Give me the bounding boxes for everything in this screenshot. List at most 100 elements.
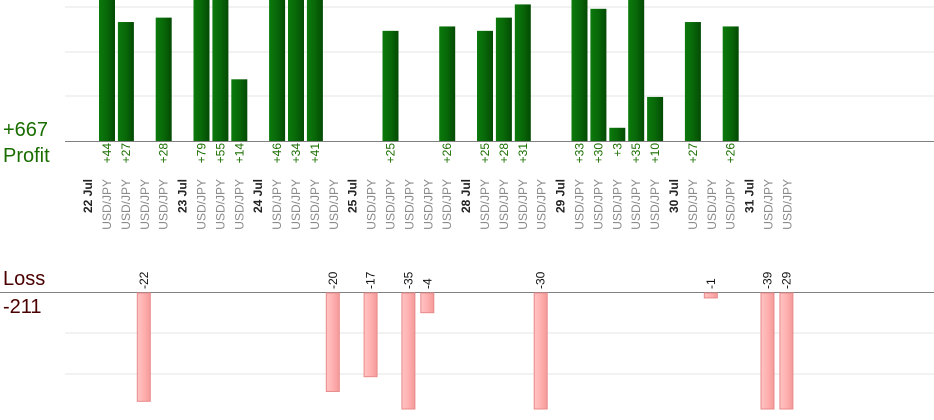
profit-value-label: +34 — [289, 143, 303, 164]
symbol-label: USD/JPY — [497, 179, 511, 230]
loss-bar[interactable] — [401, 292, 416, 410]
loss-bar[interactable] — [136, 292, 151, 402]
loss-bar[interactable] — [325, 292, 340, 392]
profit-bar[interactable] — [439, 26, 456, 141]
loss-total: -211 — [3, 296, 42, 318]
profit-bar[interactable] — [212, 0, 229, 141]
profit-bar[interactable] — [155, 17, 172, 141]
loss-value-label: -20 — [326, 271, 340, 289]
loss-value-label: -4 — [420, 278, 434, 289]
profit-bar[interactable] — [590, 8, 607, 141]
symbol-label: USD/JPY — [119, 179, 133, 230]
profit-value-label: +79 — [195, 143, 209, 164]
symbol-label: USD/JPY — [686, 179, 700, 230]
profit-value-label: +27 — [119, 143, 133, 164]
profit-bar[interactable] — [628, 0, 645, 141]
symbol-label: USD/JPY — [610, 179, 624, 230]
profit-value-label: +3 — [610, 143, 624, 157]
profit-value-label: +25 — [384, 143, 398, 164]
symbol-label: USD/JPY — [648, 179, 662, 230]
profit-value-label: +14 — [232, 143, 246, 164]
profit-bar[interactable] — [117, 22, 134, 141]
symbol-label: USD/JPY — [516, 179, 530, 230]
symbol-label: USD/JPY — [440, 179, 454, 230]
day-label: 25 Jul — [346, 179, 360, 213]
symbol-label: USD/JPY — [402, 179, 416, 230]
profit-value-label: +25 — [478, 143, 492, 164]
profit-bar[interactable] — [722, 26, 739, 141]
profit-bar[interactable] — [193, 0, 210, 141]
profit-bar[interactable] — [609, 127, 626, 141]
day-label: 23 Jul — [176, 179, 190, 213]
symbol-label: USD/JPY — [100, 179, 114, 230]
profit-bar[interactable] — [269, 0, 286, 141]
profit-label: Profit — [3, 145, 50, 167]
symbol-label: USD/JPY — [591, 179, 605, 230]
symbol-label: USD/JPY — [384, 179, 398, 230]
symbol-label: USD/JPY — [724, 179, 738, 230]
profit-value-label: +30 — [591, 143, 605, 164]
symbol-label: USD/JPY — [270, 179, 284, 230]
profit-value-label: +55 — [213, 143, 227, 164]
loss-value-label: -22 — [137, 271, 151, 289]
symbol-label: USD/JPY — [478, 179, 492, 230]
bars-layer — [99, 0, 794, 410]
loss-bar[interactable] — [703, 292, 718, 299]
profit-bar[interactable] — [231, 79, 248, 141]
symbol-label: USD/JPY — [327, 179, 341, 230]
day-label: 29 Jul — [554, 179, 568, 213]
loss-bar[interactable] — [363, 292, 378, 378]
loss-bar[interactable] — [420, 292, 435, 314]
symbol-label: USD/JPY — [365, 179, 379, 230]
day-label: 22 Jul — [81, 179, 95, 213]
symbol-label: USD/JPY — [195, 179, 209, 230]
profit-bar[interactable] — [382, 30, 399, 141]
loss-value-label: -29 — [779, 271, 793, 289]
profit-value-label: +31 — [516, 143, 530, 164]
profit-value-label: +33 — [573, 143, 587, 164]
day-label: 28 Jul — [459, 179, 473, 213]
loss-value-label: -30 — [534, 271, 548, 289]
symbol-label: USD/JPY — [762, 179, 776, 230]
profit-bar[interactable] — [684, 22, 701, 141]
profit-bar[interactable] — [647, 96, 664, 141]
labels-layer: 22 Jul +44 USD/JPY +27 USD/JPY -22 USD/JPY +28 U… — [81, 143, 794, 289]
day-label: 24 Jul — [251, 179, 265, 213]
profit-value-label: +26 — [724, 143, 738, 164]
loss-bar[interactable] — [779, 292, 794, 410]
profit-value-label: +41 — [308, 143, 322, 164]
symbol-label: USD/JPY — [157, 179, 171, 230]
loss-value-label: -17 — [364, 271, 378, 289]
profit-bar[interactable] — [99, 0, 115, 141]
symbol-label: USD/JPY — [535, 179, 549, 230]
profit-value-label: +44 — [100, 143, 114, 164]
symbol-label: USD/JPY — [213, 179, 227, 230]
profit-bar[interactable] — [288, 0, 304, 141]
symbol-label: USD/JPY — [289, 179, 303, 230]
symbol-label: USD/JPY — [780, 179, 794, 230]
loss-bar[interactable] — [533, 292, 548, 410]
profit-value-label: +35 — [629, 143, 643, 164]
profit-bar[interactable] — [477, 30, 493, 141]
symbol-label: USD/JPY — [232, 179, 246, 230]
symbol-label: USD/JPY — [138, 179, 152, 230]
profit-total: +667 — [3, 119, 49, 141]
loss-label: Loss — [3, 268, 46, 290]
symbol-label: USD/JPY — [705, 179, 719, 230]
loss-bar[interactable] — [760, 292, 775, 410]
profit-value-label: +46 — [270, 143, 284, 164]
symbol-label: USD/JPY — [629, 179, 643, 230]
loss-value-label: -1 — [704, 278, 718, 289]
profit-bar[interactable] — [571, 0, 588, 141]
profit-value-label: +28 — [157, 143, 171, 164]
profit-bar[interactable] — [514, 4, 531, 141]
profit-bar[interactable] — [306, 0, 323, 141]
symbol-label: USD/JPY — [308, 179, 322, 230]
profit-bar[interactable] — [495, 17, 512, 141]
profit-value-label: +26 — [440, 143, 454, 164]
loss-value-label: -35 — [401, 271, 415, 289]
symbol-label: USD/JPY — [573, 179, 587, 230]
day-label: 30 Jul — [667, 179, 681, 213]
profit-value-label: +27 — [686, 143, 700, 164]
